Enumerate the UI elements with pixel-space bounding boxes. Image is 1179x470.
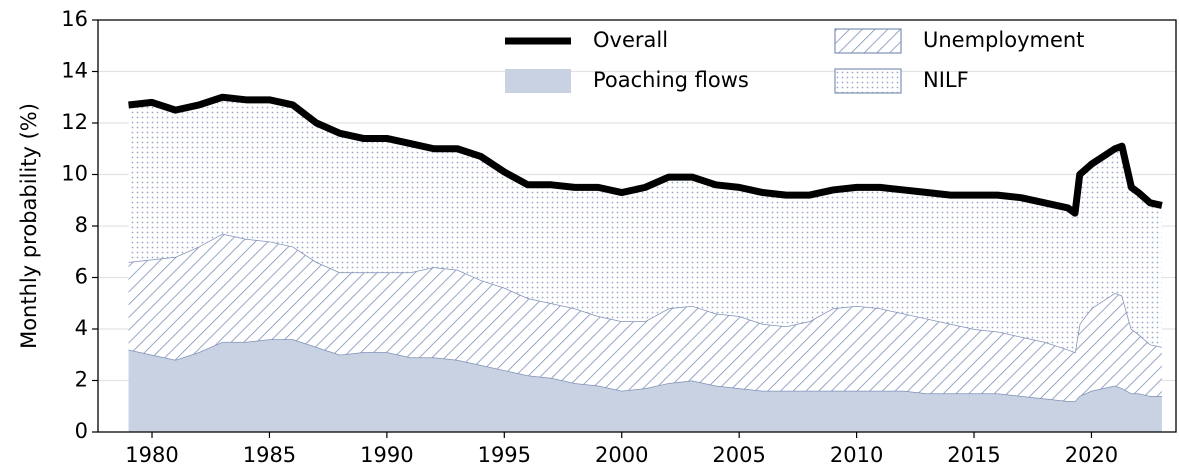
- x-tick-label: 2005: [712, 443, 765, 467]
- x-tick-label: 1990: [360, 443, 413, 467]
- x-tick-label: 1995: [478, 443, 531, 467]
- x-tick-label: 1980: [125, 443, 178, 467]
- x-tick-label: 1985: [243, 443, 296, 467]
- legend-label: NILF: [923, 68, 969, 92]
- legend-label: Unemployment: [923, 28, 1084, 52]
- x-tick-label: 2020: [1065, 443, 1118, 467]
- legend-swatch: [834, 28, 902, 54]
- y-tick-label: 0: [75, 419, 88, 443]
- y-tick-label: 16: [61, 7, 88, 31]
- y-tick-label: 4: [75, 316, 88, 340]
- legend-label: Poaching flows: [593, 68, 749, 92]
- y-tick-label: 2: [75, 368, 88, 392]
- y-tick-label: 12: [61, 110, 88, 134]
- x-tick-label: 2010: [830, 443, 883, 467]
- x-tick-label: 2000: [595, 443, 648, 467]
- x-tick-label: 2015: [947, 443, 1000, 467]
- legend-label: Overall: [593, 28, 668, 52]
- legend-swatch: [834, 68, 902, 94]
- y-tick-label: 8: [75, 213, 88, 237]
- axes-frame: [97, 19, 1177, 433]
- area: [128, 233, 1162, 402]
- y-tick-label: 14: [61, 59, 88, 83]
- y-tick-label: 10: [61, 162, 88, 186]
- legend-swatch: [505, 69, 571, 93]
- y-axis-label: Monthly probability (%): [17, 103, 41, 349]
- areas: [128, 96, 1163, 432]
- front: 0 2 4 6 8 10 12 14 16 1980 1985 1990 1995 2000 2005 201…: [61, 7, 1177, 467]
- y-tick-label: 6: [75, 265, 88, 289]
- area: [128, 97, 1162, 353]
- area: [128, 339, 1162, 432]
- overall-line: [128, 93, 1163, 217]
